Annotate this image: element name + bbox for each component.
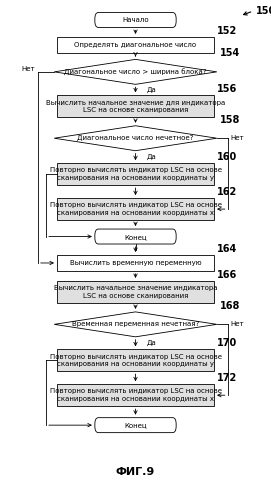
Text: 154: 154 (220, 48, 240, 58)
Text: Вычислить начальное значение индикатора
LSC на основе сканирования: Вычислить начальное значение индикатора … (54, 285, 217, 299)
Text: 156: 156 (217, 84, 237, 94)
FancyBboxPatch shape (95, 418, 176, 433)
Text: 158: 158 (220, 115, 240, 125)
Text: Да: Да (146, 87, 156, 93)
Text: 168: 168 (220, 301, 240, 311)
Text: ФИГ.9: ФИГ.9 (116, 467, 155, 477)
Text: Повторно вычислять индикатор LSC на основе
сканирования на основании координаты : Повторно вычислять индикатор LSC на осно… (50, 167, 221, 181)
Text: 150: 150 (256, 6, 271, 16)
Text: Начало: Начало (122, 17, 149, 23)
Text: Конец: Конец (124, 234, 147, 240)
Text: 162: 162 (217, 187, 237, 197)
Text: Да: Да (146, 340, 156, 346)
Bar (57, 95, 214, 117)
Bar (57, 255, 214, 271)
Text: Нет: Нет (22, 66, 35, 72)
Text: Повторно вычислять индикатор LSC на основе
сканирования на основании координаты : Повторно вычислять индикатор LSC на осно… (50, 353, 221, 367)
Bar (57, 281, 214, 303)
Bar (57, 198, 214, 220)
Polygon shape (54, 59, 217, 84)
Bar (57, 384, 214, 406)
Polygon shape (54, 126, 217, 151)
Text: 170: 170 (217, 338, 237, 348)
Bar (57, 163, 214, 185)
Bar (57, 37, 214, 53)
Text: Вычислить временную переменную: Вычислить временную переменную (70, 260, 201, 266)
Text: Временная переменная нечетная?: Временная переменная нечетная? (72, 321, 199, 327)
Text: Диагональное число нечетное?: Диагональное число нечетное? (77, 135, 194, 141)
FancyBboxPatch shape (95, 12, 176, 27)
Polygon shape (54, 312, 217, 337)
Text: 164: 164 (217, 244, 237, 254)
Text: Да: Да (146, 154, 156, 160)
Text: Повторно вычислять индикатор LSC на основе
сканирования на основании координаты : Повторно вычислять индикатор LSC на осно… (50, 202, 221, 216)
Bar (57, 349, 214, 371)
Text: 172: 172 (217, 373, 237, 383)
Text: Определять диагональное число: Определять диагональное число (75, 42, 196, 48)
Text: 152: 152 (217, 26, 237, 36)
Text: 166: 166 (217, 270, 237, 280)
Text: Конец: Конец (124, 422, 147, 428)
Text: 160: 160 (217, 152, 237, 162)
Text: Повторно вычислять индикатор LSC на основе
сканирования на основании координаты : Повторно вычислять индикатор LSC на осно… (50, 388, 221, 402)
Text: Диагональное число > ширина блока?: Диагональное число > ширина блока? (64, 68, 207, 75)
Text: Нет: Нет (230, 321, 244, 327)
Text: Нет: Нет (230, 135, 244, 141)
Text: Вычислить начальное значение для индикатора
LSC на основе сканирования: Вычислить начальное значение для индикат… (46, 99, 225, 113)
FancyBboxPatch shape (95, 229, 176, 244)
